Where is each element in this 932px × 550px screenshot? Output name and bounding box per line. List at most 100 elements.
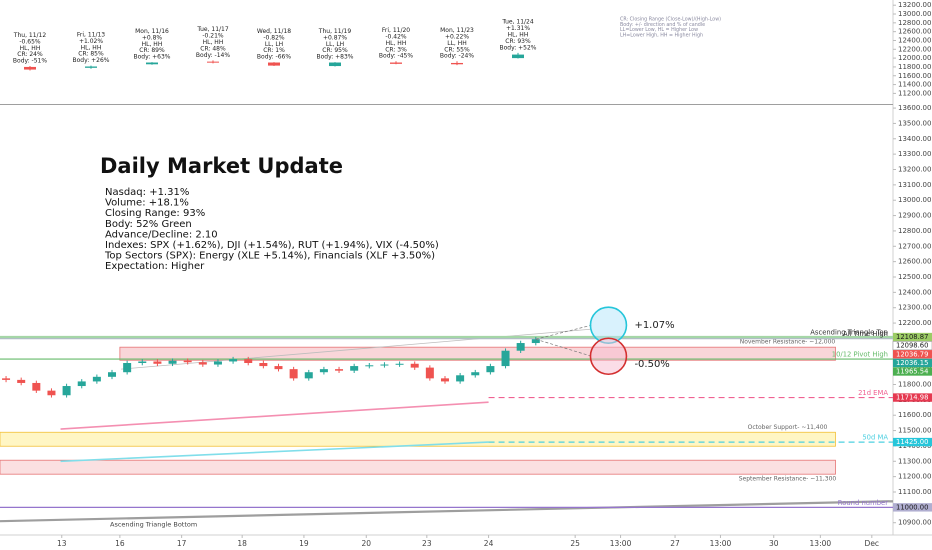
day-summary: CR: 3% [385,46,407,53]
y-tick-label: 12500.00 [898,273,931,281]
trend-line [0,500,894,523]
candle-body [512,54,524,59]
note-line: Closing Range: 93% [105,208,205,219]
candle-body [259,363,268,367]
x-tick-label: Dec [865,539,880,548]
legend-note: Body: +/- direction and % of candle [620,22,705,28]
candle-body [471,372,480,376]
note-line: Body: 52% Green [105,219,192,230]
day-summary: HL, HH [81,44,102,51]
price-label-box [893,332,932,342]
day-summary: Body: -66% [257,54,291,61]
zone [0,459,836,475]
legend-note: LL=Lower Low, HL = Higher Low [620,27,698,33]
price-label-box [893,358,932,368]
y-tick-label: 12800.00 [898,227,931,235]
candle-body [85,66,97,68]
trend-line [60,441,489,463]
candle-body [390,62,402,64]
day-summary: Tue, 11/24 [501,19,534,26]
x-tick-label: 23 [422,539,432,548]
candle-body [32,382,41,391]
candle-body [62,386,71,396]
y-tick-label: 13200.00 [898,1,931,9]
zone [0,431,836,447]
zone-label: September Resistance- ~11,300 [739,476,837,483]
y-tick-label: 10900.00 [898,519,931,527]
x-tick-label: 16 [115,539,125,548]
y-tick-label: 13400.00 [898,135,931,143]
candle-body [380,364,389,366]
note-line: Volume: +18.1% [105,198,189,209]
price-label-box [892,341,932,351]
price-label-box [893,350,932,359]
day-summary: Thu, 11/12 [13,32,47,39]
candle-body [153,361,162,364]
day-summary: CR: 24% [17,51,43,58]
candle-body [329,62,341,67]
candle-body [531,339,540,344]
candle-body [207,61,219,63]
day-summary: Mon, 11/23 [440,27,474,34]
candle-body [456,375,465,382]
target-circle [589,337,628,376]
candle-body [47,390,56,396]
day-summary: HL, HH [386,40,407,47]
y-tick-label: 13300.00 [898,150,931,158]
target-label: +1.07% [634,320,674,331]
candle-body [365,365,374,367]
day-summary: CR: 85% [78,51,104,58]
day-summary: HL, HH [203,39,224,46]
y-tick-label: 11200.00 [898,473,931,481]
y-tick-label: 11200.00 [898,89,931,97]
day-summary: Tue, 11/17 [196,26,229,33]
target-label: -0.50% [634,359,669,370]
candle-body [77,381,86,387]
level-label: Round number [838,499,888,507]
candle-body [168,360,177,364]
zone [119,346,836,361]
day-summary: Body: -45% [379,53,413,60]
day-summary: +0.8% [142,34,163,41]
candle-body [350,366,359,371]
y-tick-label: 12000.00 [898,54,931,62]
day-summary: -0.65% [19,38,41,45]
day-summary: HL, HH [20,45,41,52]
day-summary: -0.42% [385,34,407,41]
day-summary: Body: -24% [440,53,474,60]
day-summary: -0.21% [202,33,224,40]
y-tick-label: 13600.00 [898,104,931,112]
day-summary: Body: +83% [316,54,353,61]
x-tick-label: 19 [299,539,309,548]
candle-body [335,369,344,371]
update-title: Daily Market Update [100,154,343,178]
candle-body [146,62,158,65]
candle-body [304,372,313,379]
x-tick-label: 17 [177,539,187,548]
y-tick-label: 13100.00 [898,181,931,189]
x-tick-label: 13:00 [710,539,732,548]
price-label-box [893,367,932,376]
y-tick-label: 13000.00 [898,196,931,204]
candle-body [183,360,192,363]
y-tick-label: 13000.00 [898,10,931,18]
candle-body [138,361,147,363]
candle-body [486,366,495,373]
price-label: 12098.60 [896,342,928,350]
day-summary: CR: 89% [139,47,165,54]
candle-body [501,350,510,367]
day-summary: Body: -14% [196,52,230,59]
x-tick-label: 30 [769,539,779,548]
level-label: All Time High [843,330,888,338]
y-tick-label: 12800.00 [898,19,931,27]
y-tick-label: 12400.00 [898,36,931,44]
y-tick-label: 12300.00 [898,304,931,312]
target-path [535,324,592,340]
legend-note: CR: Closing Range (Close-Low)/(High-Low) [620,17,721,23]
y-tick-label: 11800.00 [898,63,931,71]
candle-body [425,367,434,379]
price-label-box [893,393,932,402]
candle-body [268,62,280,66]
